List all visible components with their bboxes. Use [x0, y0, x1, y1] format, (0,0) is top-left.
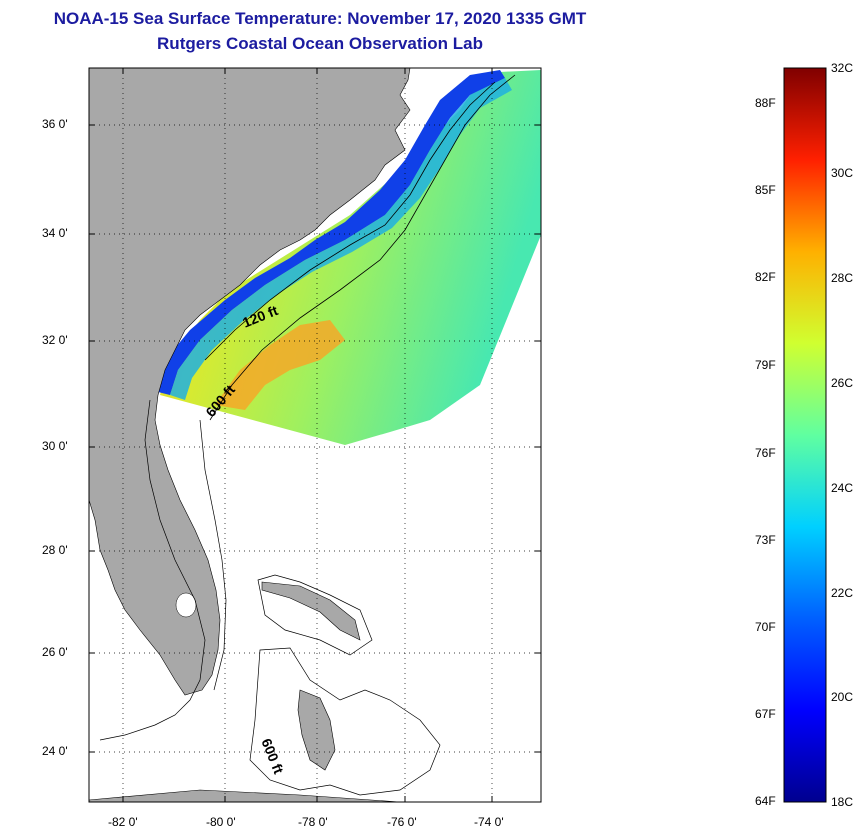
- isobath-label-600ft-bahamas: 600 ft: [258, 736, 287, 776]
- lat-label: 32 0': [42, 333, 68, 347]
- colorbar-c-label: 22C: [831, 586, 854, 600]
- tick-marks: [89, 68, 541, 802]
- colorbar-f-label: 67F: [755, 707, 776, 721]
- gulf-stream-warm-core: [215, 320, 345, 410]
- bahamas-andros: [297, 689, 336, 771]
- isobath-florida-shelf: [99, 399, 227, 741]
- isobath-600ft: [209, 74, 516, 421]
- lon-label: -76 0': [387, 815, 417, 829]
- lat-label: 36 0': [42, 117, 68, 131]
- colorbar-f-label: 76F: [755, 446, 776, 460]
- colorbar-c-label: 24C: [831, 481, 854, 495]
- colorbar-c-label: 20C: [831, 690, 854, 704]
- colorbar-f-label: 73F: [755, 533, 776, 547]
- cold-coastal-water: [158, 70, 505, 395]
- lat-label: 30 0': [42, 439, 68, 453]
- colorbar-f-label: 64F: [755, 794, 776, 808]
- lon-label: -80 0': [206, 815, 236, 829]
- colorbar: [783, 67, 827, 803]
- colorbar-c-label: 26C: [831, 376, 854, 390]
- map-title: NOAA-15 Sea Surface Temperature: Novembe…: [53, 9, 587, 28]
- bahamas-grand-bahama: [261, 581, 361, 641]
- isobath-bahamas: [249, 574, 441, 796]
- lat-label: 34 0': [42, 226, 68, 240]
- graticule: [89, 68, 541, 802]
- lat-label: 28 0': [42, 543, 68, 557]
- land-us-east-coast: [89, 68, 411, 696]
- colorbar-f-label: 79F: [755, 358, 776, 372]
- cuba-north-coast: [89, 789, 401, 802]
- isobath-120ft: [204, 81, 496, 361]
- lat-label: 26 0': [42, 645, 68, 659]
- colorbar-f-label: 70F: [755, 620, 776, 634]
- colorbar-c-label: 32C: [831, 61, 854, 75]
- colorbar-f-label: 82F: [755, 270, 776, 284]
- lat-label: 24 0': [42, 744, 68, 758]
- lon-label: -74 0': [474, 815, 504, 829]
- sst-swath: [160, 70, 541, 445]
- colorbar-f-label: 88F: [755, 96, 776, 110]
- colorbar-c-label: 18C: [831, 795, 854, 809]
- map-frame: [88, 67, 542, 803]
- colorbar-c-label: 30C: [831, 166, 854, 180]
- colorbar-c-label: 28C: [831, 271, 854, 285]
- coastal-transition: [170, 78, 512, 400]
- map-subtitle: Rutgers Coastal Ocean Observation Lab: [157, 34, 483, 53]
- colorbar-f-label: 85F: [755, 183, 776, 197]
- lon-label: -82 0': [108, 815, 138, 829]
- lon-label: -78 0': [298, 815, 328, 829]
